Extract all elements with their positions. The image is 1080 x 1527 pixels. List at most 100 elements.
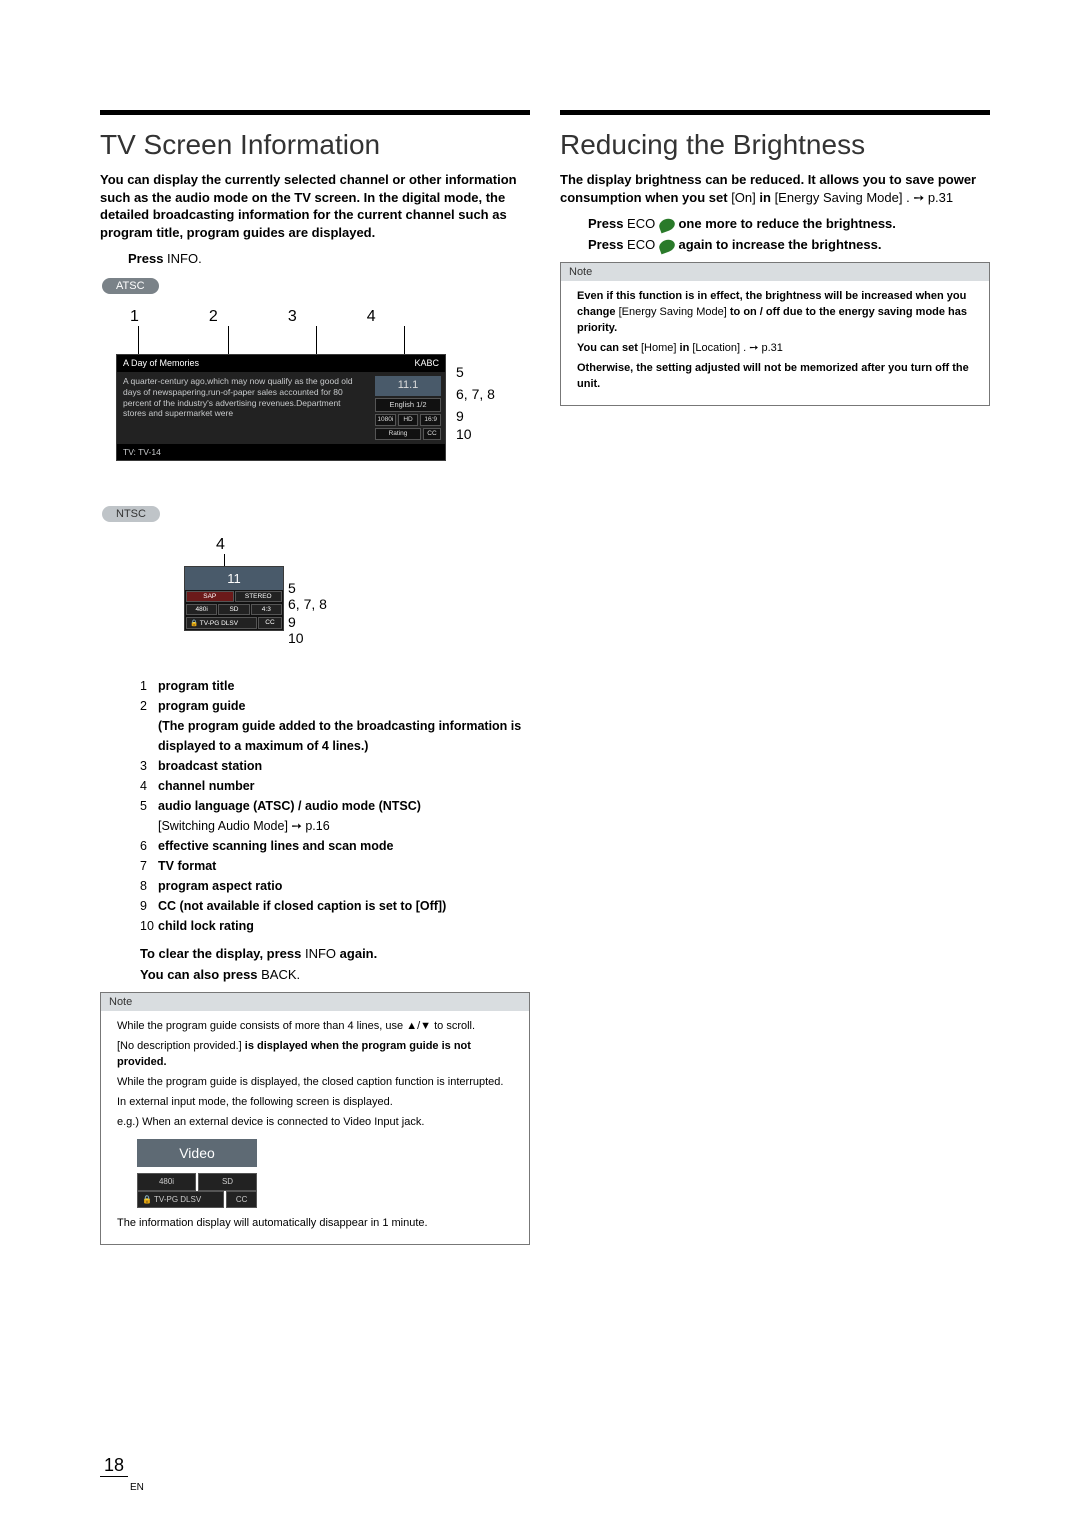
leg-sub5: [Switching Audio Mode] ➙ p.16: [158, 816, 530, 836]
atsc-figure: 1 2 3 4 A Day of Memories KABC A quarter…: [110, 308, 530, 488]
clear-step-1: To clear the display, press INFO again.: [140, 946, 530, 961]
left-title: TV Screen Information: [100, 129, 530, 161]
note-l4: In external input mode, the following sc…: [117, 1095, 513, 1111]
rn1b: [Energy Saving Mode]: [619, 306, 727, 318]
eco-label-1: ECO: [627, 216, 655, 231]
leg-n5: 5: [140, 796, 158, 816]
eco-icon-2: [657, 237, 676, 254]
note-l2: [No description provided.] is displayed …: [117, 1039, 513, 1071]
eco-label-2: ECO: [627, 237, 655, 252]
video-chip: Video: [137, 1139, 257, 1167]
channel-number: 11.1: [375, 376, 441, 396]
res-169: 16:9: [420, 414, 441, 426]
station: KABC: [414, 358, 439, 369]
rcall-678: 6, 7, 8: [456, 386, 495, 402]
leg-t1: program title: [158, 679, 234, 693]
res-1080i: 1080i: [375, 414, 396, 426]
osd-infobox: A Day of Memories KABC A quarter-century…: [116, 354, 446, 461]
right-intro: The display brightness can be reduced. I…: [560, 171, 990, 206]
ri-in: in: [759, 190, 774, 205]
rnote-1: Even if this function is in effect, the …: [577, 289, 973, 337]
ntsc-badge: NTSC: [102, 506, 160, 522]
mini-sd: SD: [218, 604, 249, 615]
back-btn: BACK: [261, 967, 296, 982]
cc-chip: CC: [423, 428, 441, 440]
callout-1: 1: [130, 308, 139, 326]
press-info-step: Press INFO.: [128, 251, 530, 266]
v-sd: SD: [198, 1173, 257, 1191]
leg-sub2: (The program guide added to the broadcas…: [158, 716, 530, 756]
r2call-10: 10: [288, 630, 304, 646]
ntsc-figure: 4 11 SAP STEREO 480i SD 4:3 🔒 TV-PG DLSV…: [150, 536, 530, 666]
rn2b: [Home]: [641, 342, 676, 354]
s2a: Press: [588, 237, 627, 252]
callout-4: 4: [367, 308, 376, 326]
note-l1: While the program guide consists of more…: [117, 1019, 513, 1035]
leg-t9: CC (not available if closed caption is s…: [158, 899, 446, 913]
note-l3: While the program guide is displayed, th…: [117, 1075, 513, 1091]
rnote-3: Otherwise, the setting adjusted will not…: [577, 361, 973, 393]
leg-n10: 10: [140, 916, 158, 936]
rating-row: Rating CC: [375, 428, 441, 440]
atsc-badge: ATSC: [102, 278, 159, 294]
rcall-9: 9: [456, 408, 464, 424]
eco-icon: [657, 216, 676, 233]
leg-t7: TV format: [158, 859, 216, 873]
r2call-5: 5: [288, 580, 296, 596]
leg-t3: broadcast station: [158, 759, 262, 773]
note-l5: e.g.) When an external device is connect…: [117, 1115, 513, 1131]
press-label: Press: [128, 251, 167, 266]
leg-t5: audio language (ATSC) / audio mode (NTSC…: [158, 799, 421, 813]
legend-list: 1program title 2program guide (The progr…: [140, 676, 530, 936]
stereo-chip: STEREO: [235, 591, 283, 602]
s1a: Press: [588, 216, 627, 231]
mini-lock: 🔒 TV-PG DLSV: [186, 617, 257, 629]
leg-n8: 8: [140, 876, 158, 896]
clear1a: To clear the display, press: [140, 946, 305, 961]
r2call-678: 6, 7, 8: [288, 596, 327, 612]
rn3: Otherwise, the setting adjusted will not…: [577, 362, 969, 390]
mini-channel: 11: [185, 567, 283, 590]
v-480i: 480i: [137, 1173, 196, 1191]
leg-t10: child lock rating: [158, 919, 254, 933]
callout2-4: 4: [216, 536, 225, 554]
leg-n4: 4: [140, 776, 158, 796]
s1b: one more to reduce the brightness.: [678, 216, 895, 231]
clear-step-2: You can also press BACK.: [140, 967, 530, 982]
right-title: Reducing the Brightness: [560, 129, 990, 161]
leg-t6: effective scanning lines and scan mode: [158, 839, 394, 853]
note-l2a: [No description provided.]: [117, 1040, 242, 1052]
eco-step-1: Press ECO one more to reduce the brightn…: [588, 216, 990, 231]
clear2a: You can also press: [140, 967, 261, 982]
leg-n1: 1: [140, 676, 158, 696]
rnote-2: You can set [Home] in [Location] . ➙ p.3…: [577, 341, 973, 357]
clear1b: again.: [340, 946, 378, 961]
note-l6: The information display will automatical…: [117, 1216, 513, 1232]
video-row2: 🔒 TV-PG DLSV CC: [137, 1191, 257, 1209]
mini-480i: 480i: [186, 604, 217, 615]
osd-mini: 11 SAP STEREO 480i SD 4:3 🔒 TV-PG DLSV C…: [184, 566, 284, 631]
program-title: A Day of Memories: [123, 358, 199, 369]
program-desc: A quarter-century ago,which may now qual…: [117, 372, 371, 443]
v-cc: CC: [226, 1191, 257, 1209]
mini-cc: CC: [258, 617, 282, 629]
left-note: Note While the program guide consists of…: [100, 992, 530, 1245]
resolution-row: 1080i HD 16:9: [375, 414, 441, 426]
rn2d: [Location]: [692, 342, 740, 354]
leg-n6: 6: [140, 836, 158, 856]
eco-step-2: Press ECO again to increase the brightne…: [588, 237, 990, 252]
leg-t8: program aspect ratio: [158, 879, 282, 893]
page-lang: EN: [130, 1482, 144, 1493]
page-number: 18: [100, 1455, 128, 1477]
rcall-10: 10: [456, 426, 472, 442]
video-row1: 480i SD: [137, 1173, 257, 1191]
mini-43: 4:3: [251, 604, 282, 615]
ri-esm: [Energy Saving Mode]: [775, 190, 903, 205]
leg-n9: 9: [140, 896, 158, 916]
leg-n3: 3: [140, 756, 158, 776]
rn2c: in: [680, 342, 693, 354]
leg-t2: program guide: [158, 699, 246, 713]
v-lock: 🔒 TV-PG DLSV: [137, 1191, 224, 1209]
res-hd: HD: [398, 414, 419, 426]
info-btn-2: INFO: [305, 946, 336, 961]
